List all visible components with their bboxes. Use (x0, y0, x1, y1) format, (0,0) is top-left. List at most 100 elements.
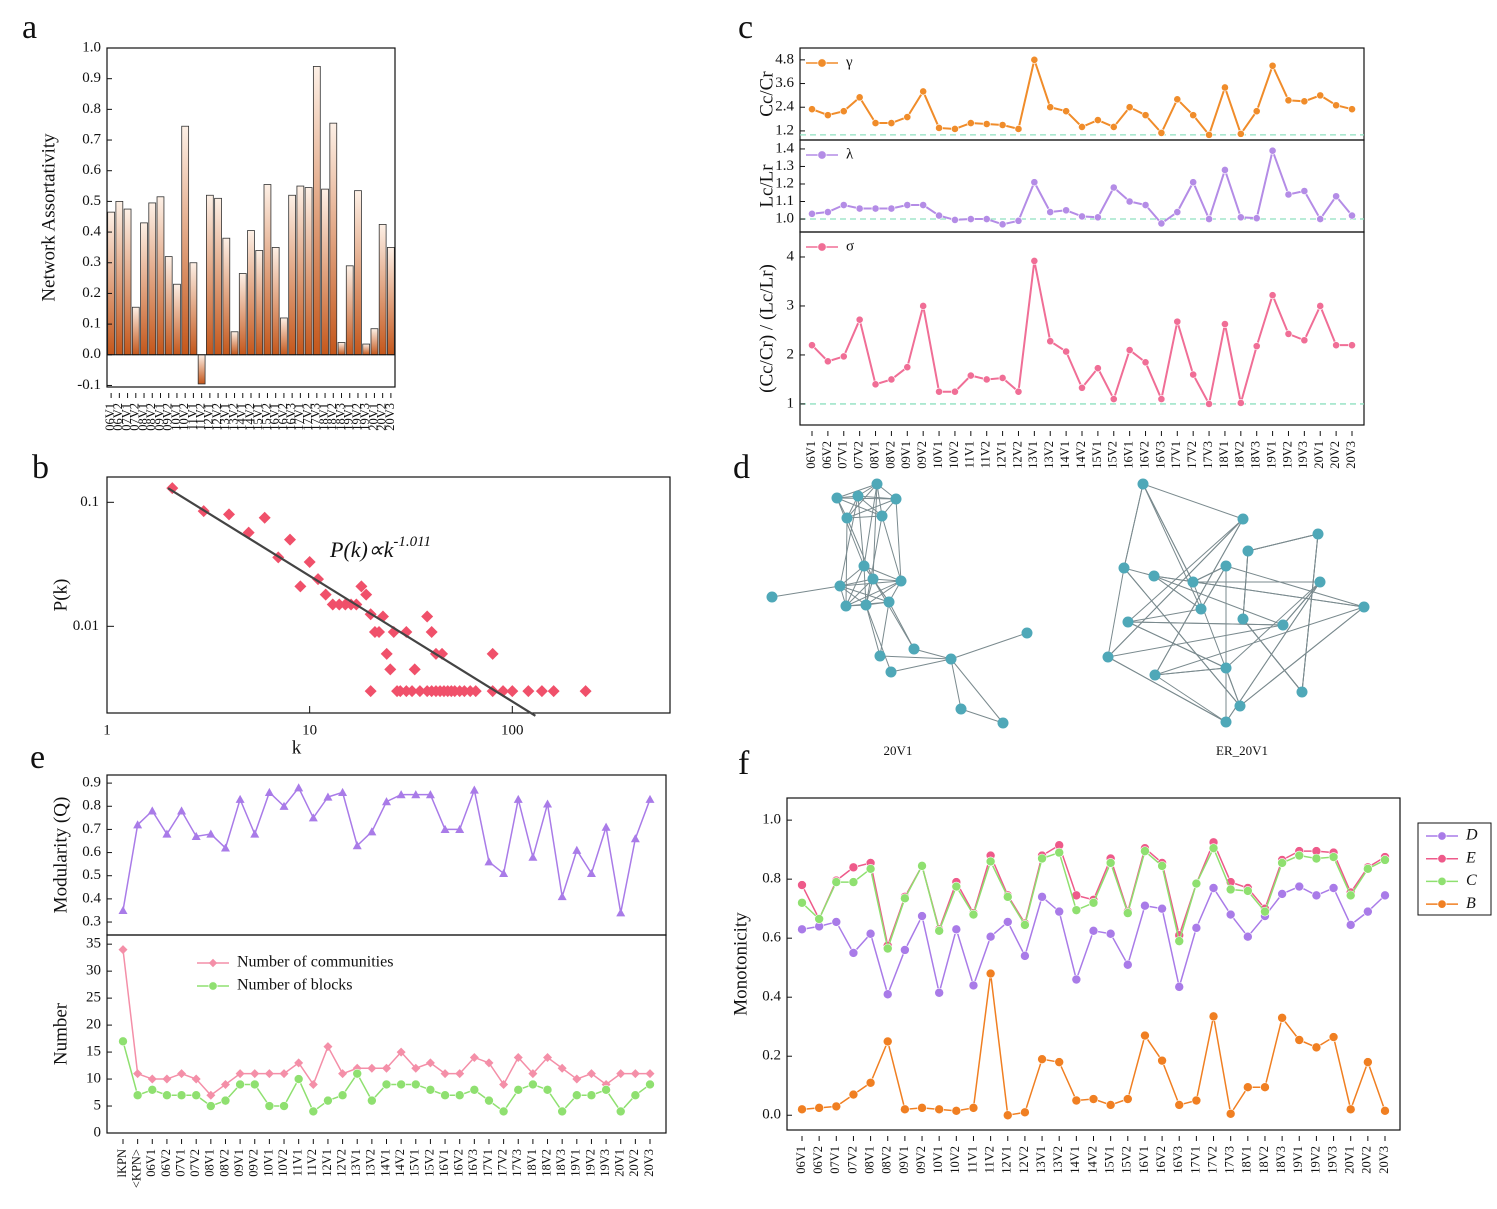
x-tick-label: 09V2 (161, 403, 175, 431)
point (162, 1074, 172, 1084)
network-edge (1301, 533, 1319, 693)
point (1236, 213, 1245, 222)
x-tick-label: 11V2 (979, 441, 993, 468)
network-node (841, 512, 853, 524)
x-tick-label: 08V2 (883, 441, 897, 469)
network-edge (1153, 575, 1202, 610)
x-tick-label: 18V1 (525, 1149, 539, 1177)
point (235, 794, 245, 803)
y-axis-label: Modularity (Q) (50, 797, 71, 914)
bar (181, 125, 190, 356)
point (903, 201, 912, 209)
point (808, 209, 816, 218)
legend-label: λ (846, 146, 854, 162)
point (1030, 55, 1039, 64)
point (294, 580, 307, 593)
point (323, 1042, 333, 1052)
point (326, 598, 339, 611)
y-tick-label: 0.6 (82, 844, 101, 860)
y-tick-label: 0.4 (762, 989, 781, 1005)
point (630, 834, 640, 843)
point (1328, 883, 1339, 893)
x-tick-label: 18V2 (1233, 441, 1247, 469)
point (1311, 1042, 1322, 1053)
x-tick-label: 19V2 (1308, 1146, 1322, 1174)
network-edge (950, 632, 1028, 660)
point (1140, 1030, 1150, 1041)
y-tick-label: 1.0 (762, 812, 781, 828)
point (162, 829, 172, 838)
point (1046, 103, 1055, 112)
point (1189, 370, 1198, 379)
x-tick-label: 15V1 (1103, 1146, 1117, 1174)
point (118, 945, 128, 955)
point (293, 1074, 304, 1084)
point (1141, 111, 1150, 120)
y-axis-label: Monotonicity (730, 912, 751, 1016)
x-tick-label: 08V1 (862, 1146, 876, 1174)
point (220, 843, 230, 852)
x-tick-label: 13V2 (364, 1149, 378, 1177)
point (425, 790, 435, 799)
point (1071, 905, 1082, 915)
bar (107, 211, 115, 356)
x-tick-label: 08V1 (203, 1149, 217, 1177)
point (176, 1090, 187, 1101)
y-tick-label: 0.6 (762, 930, 781, 946)
network-edge (1153, 575, 1365, 608)
point (1173, 95, 1182, 104)
point (264, 1069, 274, 1079)
point (1332, 101, 1341, 110)
point (982, 215, 991, 223)
x-tick-label: 13V1 (349, 1149, 363, 1177)
point (235, 1069, 245, 1079)
point (1345, 920, 1356, 930)
x-tick-label: 11V1 (185, 403, 199, 430)
network-node (955, 703, 967, 715)
point (1236, 129, 1245, 138)
bar (238, 273, 247, 356)
x-tick-label: 17V2 (495, 1149, 509, 1177)
y-tick-label: 1.4 (775, 140, 794, 156)
point (998, 374, 1007, 382)
point (406, 685, 419, 698)
point (1300, 97, 1309, 106)
x-tick-label: 15V1 (251, 403, 265, 431)
network-edge (1225, 667, 1241, 707)
point (1332, 192, 1341, 201)
point (871, 119, 880, 127)
point (547, 685, 560, 698)
point (572, 1090, 582, 1101)
network-edge (1127, 621, 1284, 626)
point (601, 822, 611, 831)
point (934, 925, 944, 936)
x-tick-label: 15V1 (408, 1149, 422, 1177)
point (279, 1069, 289, 1079)
x-tick-label: 100 (501, 722, 524, 738)
x-tick-label: 08V2 (217, 1149, 231, 1177)
network-edge (1153, 575, 1284, 626)
network-node (876, 510, 888, 522)
point (279, 1101, 289, 1111)
x-tick-label: 20V3 (383, 403, 397, 431)
network-node (1277, 619, 1289, 631)
network-node (1220, 716, 1232, 728)
network-edge (1247, 533, 1319, 552)
network-edge (1192, 565, 1227, 583)
point (1208, 843, 1219, 853)
point (797, 880, 807, 890)
plot-frame (106, 47, 396, 388)
point (579, 685, 592, 698)
x-tick-label: 06V1 (804, 441, 818, 469)
network-node (1149, 669, 1161, 681)
point (1088, 1094, 1099, 1104)
point (1316, 91, 1325, 100)
point (1122, 908, 1133, 918)
legend-marker (817, 242, 827, 252)
x-tick-label: 18V2 (325, 403, 339, 431)
bar (123, 208, 132, 356)
x-tick-label: 20V2 (1328, 441, 1342, 469)
x-tick-label: 10V2 (177, 403, 191, 431)
point (557, 1106, 567, 1117)
point (951, 1106, 962, 1116)
